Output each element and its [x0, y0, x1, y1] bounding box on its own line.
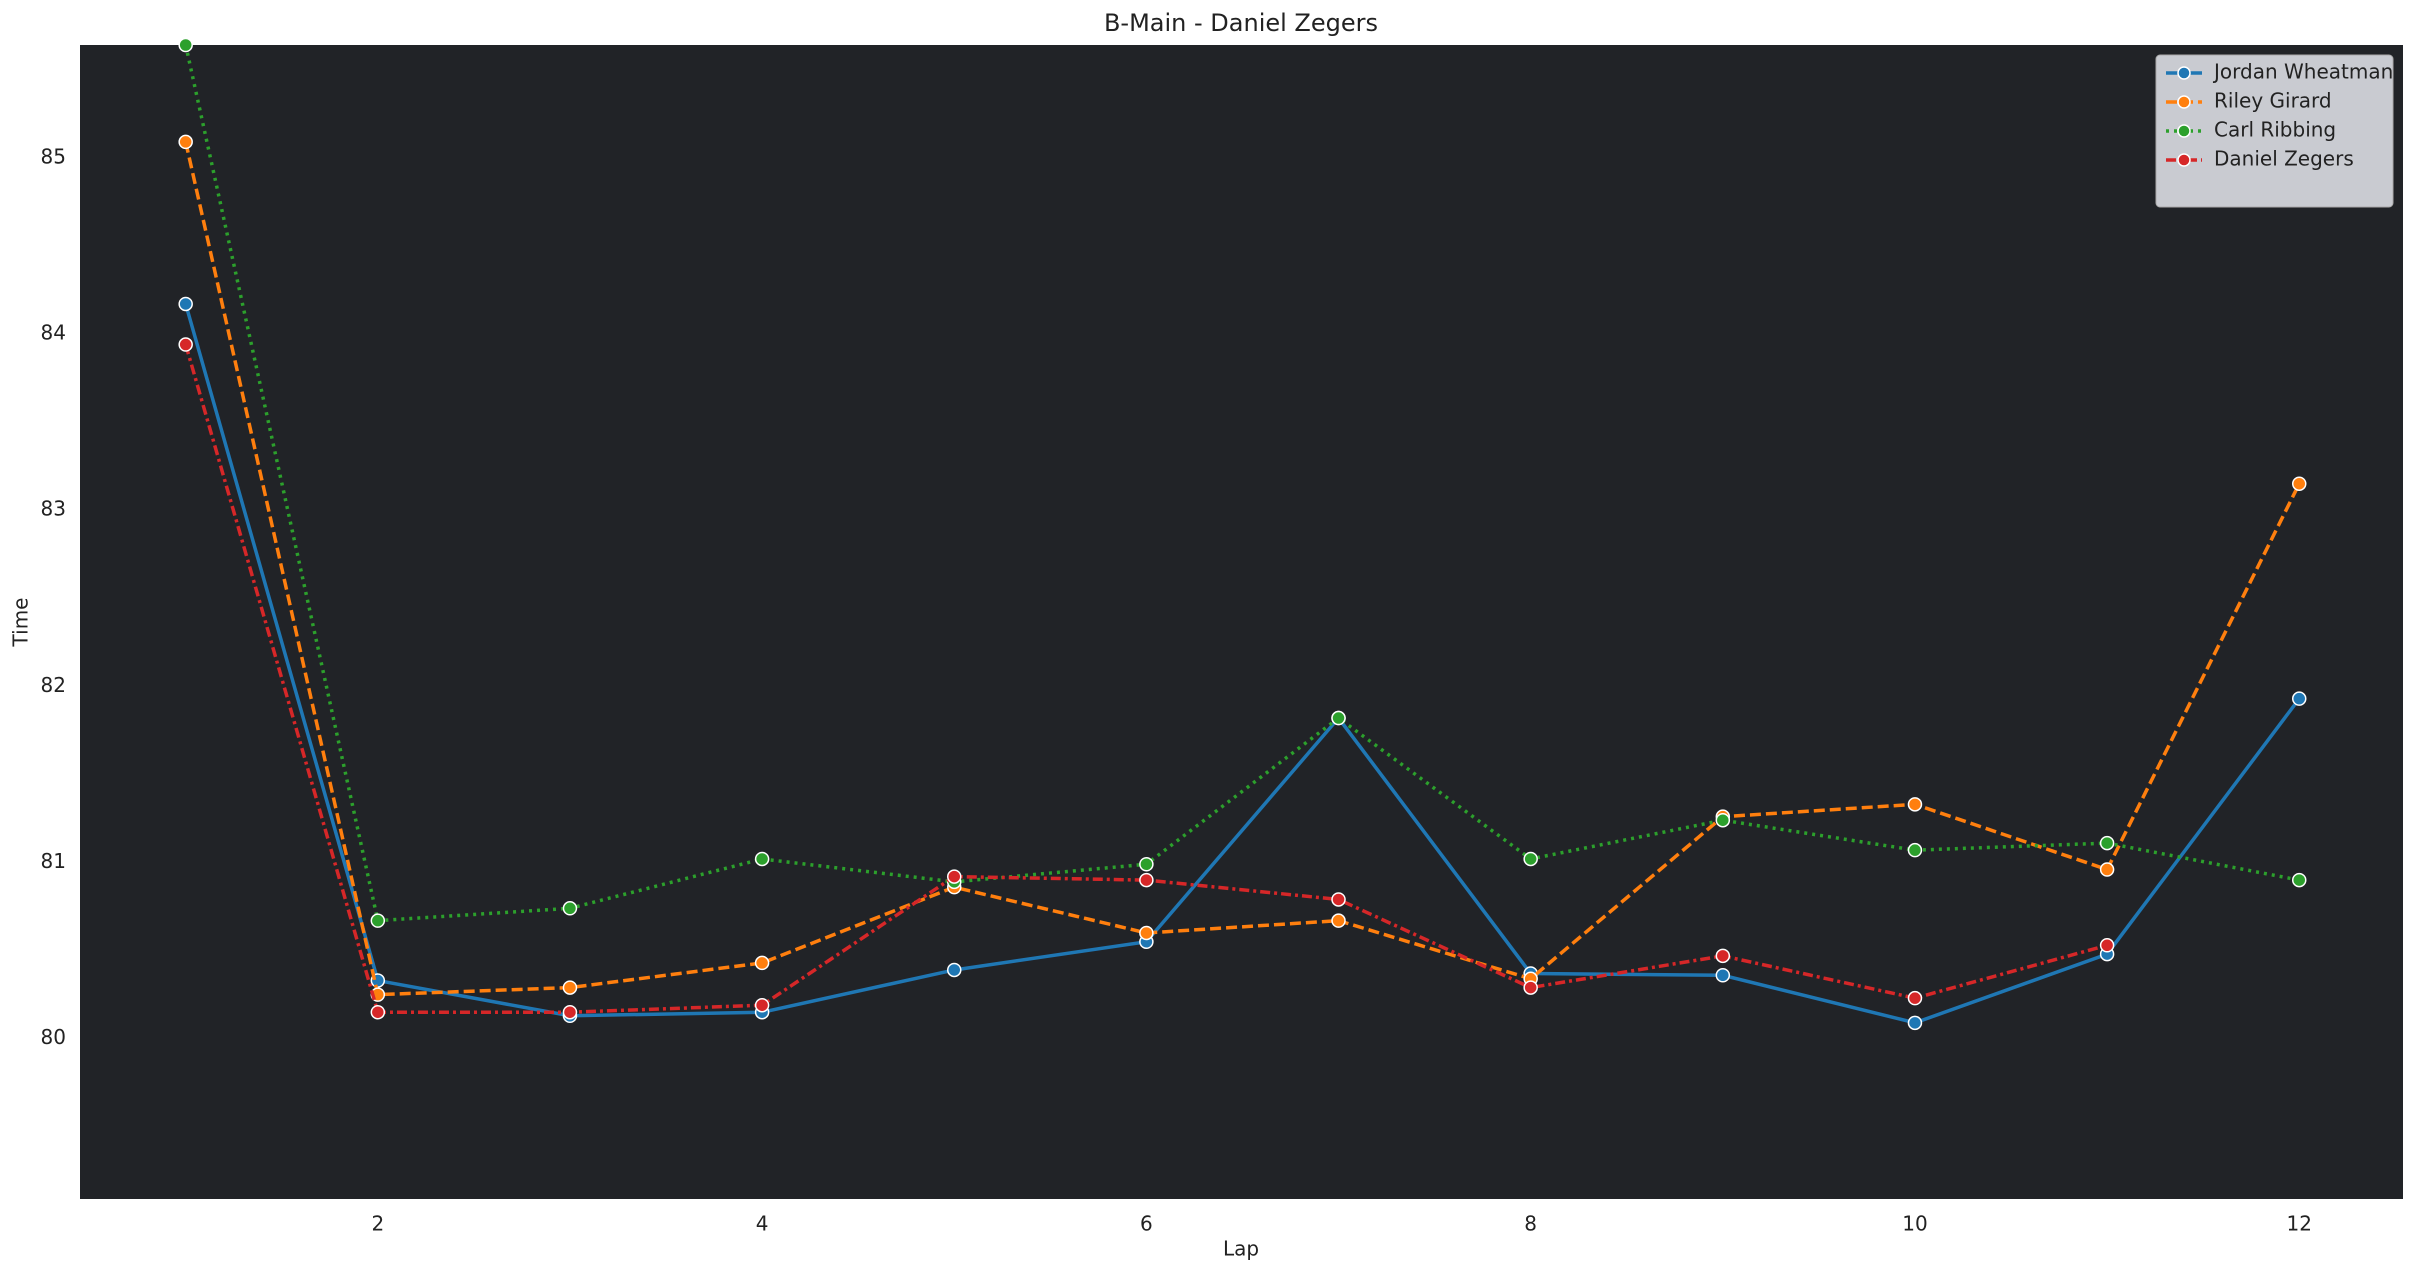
series-marker — [2291, 476, 2307, 491]
series-line — [183, 303, 2301, 1025]
x-tick-label: 4 — [756, 1212, 769, 1236]
series-marker — [1331, 710, 1346, 726]
series-marker — [754, 955, 770, 971]
x-tick-label: 8 — [1524, 1212, 1537, 1236]
y-axis-label: Time — [9, 598, 33, 648]
series-marker — [562, 980, 578, 995]
legend-marker — [2177, 66, 2191, 80]
y-tick-label: 82 — [41, 673, 66, 697]
y-tick-label: 84 — [41, 320, 66, 344]
legend-label: Carl Ribbing — [2214, 118, 2336, 142]
series-marker — [1907, 797, 1923, 812]
series-marker — [178, 134, 193, 150]
series-marker — [1715, 948, 1731, 964]
series-marker — [178, 296, 193, 312]
legend-label: Daniel Zegers — [2214, 147, 2354, 171]
x-tick-label: 10 — [1902, 1212, 1927, 1236]
legend-label: Jordan Wheatman — [2212, 60, 2393, 84]
series-marker — [1139, 872, 1154, 888]
series-marker — [1907, 842, 1923, 858]
y-tick-label: 85 — [41, 144, 66, 168]
series-marker — [1523, 980, 1538, 995]
series-line — [183, 141, 2301, 997]
series-marker — [2291, 872, 2307, 888]
series-marker — [1331, 892, 1346, 907]
series-marker — [946, 869, 962, 884]
plot-background — [80, 45, 2403, 1199]
legend-marker — [2177, 124, 2191, 138]
series-marker — [1907, 1015, 1923, 1031]
series-marker — [1907, 990, 1923, 1006]
y-tick-label: 83 — [41, 497, 66, 521]
series-marker — [562, 1004, 578, 1020]
series-marker — [370, 1004, 386, 1020]
series-marker — [2099, 938, 2115, 953]
series-marker — [754, 997, 770, 1013]
series-marker — [370, 913, 386, 928]
series-marker — [562, 901, 578, 916]
series-marker — [1715, 812, 1731, 828]
series-marker — [1523, 851, 1538, 867]
x-tick-label: 2 — [371, 1212, 384, 1236]
series-marker — [1715, 967, 1731, 983]
series-marker — [178, 37, 193, 53]
y-tick-label: 81 — [41, 849, 66, 873]
legend-label: Riley Girard — [2214, 89, 2332, 113]
series-line — [183, 344, 2108, 1014]
series-marker — [2099, 835, 2115, 851]
y-tick-label: 80 — [41, 1025, 66, 1049]
series-marker — [1331, 913, 1346, 928]
series-marker — [1139, 857, 1154, 872]
x-tick-label: 12 — [2287, 1212, 2312, 1236]
series-marker — [946, 962, 962, 978]
legend-marker — [2177, 153, 2191, 167]
x-tick-label: 6 — [1140, 1212, 1153, 1236]
x-axis-label: Lap — [1223, 1237, 1259, 1261]
legend-marker — [2177, 95, 2191, 109]
legend-box — [2155, 54, 2394, 208]
series-line — [183, 44, 2300, 923]
series-marker — [1139, 925, 1154, 941]
series-marker — [2291, 691, 2307, 706]
chart-title: B-Main - Daniel Zegers — [1104, 9, 1378, 37]
series-marker — [2099, 862, 2115, 877]
series-marker — [178, 337, 193, 352]
series-marker — [754, 851, 770, 867]
